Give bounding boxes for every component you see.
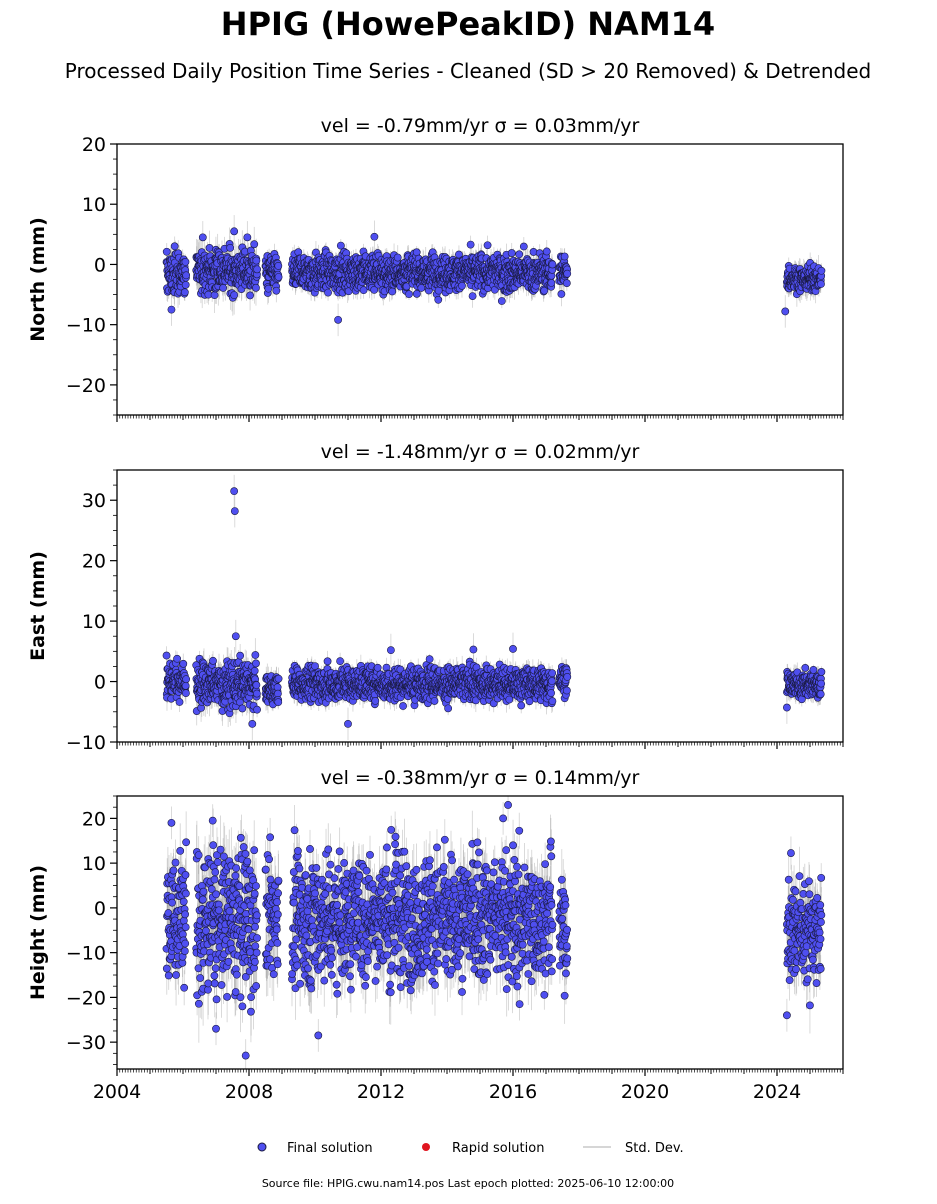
panel-title: vel = -1.48mm/yr σ = 0.02mm/yr [321, 441, 640, 463]
data-point [231, 228, 238, 235]
final-solution-points [163, 228, 825, 324]
data-point [818, 267, 825, 274]
data-point [498, 297, 505, 304]
data-point [405, 291, 412, 298]
data-point [561, 253, 568, 260]
data-point [199, 234, 206, 241]
data-point [564, 270, 571, 277]
panel-north: vel = -0.79mm/yr σ = 0.03mm/yr North (mm)… [27, 115, 843, 422]
data-point [458, 282, 465, 289]
data-point [389, 288, 396, 295]
y-tick-label: 0 [94, 254, 106, 276]
data-point [543, 248, 550, 255]
data-point [549, 261, 556, 268]
data-point [251, 241, 258, 248]
data-point [469, 292, 476, 299]
data-point [252, 284, 259, 291]
data-point [324, 289, 331, 296]
y-tick-label: 20 [82, 134, 106, 156]
y-tick-label: 10 [82, 194, 106, 216]
data-point [206, 244, 213, 251]
data-point [163, 248, 170, 255]
data-point [253, 257, 260, 264]
data-point [171, 243, 178, 250]
data-point [182, 258, 189, 265]
data-point [418, 284, 425, 291]
data-point [558, 290, 565, 297]
data-point [435, 287, 442, 294]
figure-subtitle: Processed Daily Position Time Series - C… [65, 59, 871, 83]
data-point [520, 243, 527, 250]
data-point [817, 280, 824, 287]
data-point [435, 296, 442, 303]
y-axis-label: East (mm) [27, 551, 49, 661]
data-point [508, 249, 515, 256]
panel-title: vel = -0.79mm/yr σ = 0.03mm/yr [321, 115, 640, 137]
y-axis-label: North (mm) [27, 217, 49, 342]
data-point [467, 241, 474, 248]
data-point [220, 284, 227, 291]
figure-title: HPIG (HowePeakID) NAM14 [221, 5, 715, 43]
y-tick-label: −10 [66, 315, 106, 337]
data-point [182, 281, 189, 288]
data-point [244, 234, 251, 241]
data-point [394, 254, 401, 261]
y-tick-label: −20 [66, 375, 106, 397]
data-point [211, 292, 218, 299]
panels: vel = -0.79mm/yr σ = 0.03mm/yr North (mm)… [27, 115, 843, 1103]
data-point [563, 280, 570, 287]
data-point [548, 279, 555, 286]
data-point [246, 292, 253, 299]
data-point [254, 266, 261, 273]
data-point [484, 242, 491, 249]
data-point [231, 292, 238, 299]
data-point [227, 244, 234, 251]
data-point [275, 262, 282, 269]
data-point [335, 316, 342, 323]
data-point [181, 289, 188, 296]
data-point [168, 306, 175, 313]
data-point [516, 251, 523, 258]
data-point [183, 272, 190, 279]
data-point [275, 273, 282, 280]
data-point [371, 233, 378, 240]
data-point [265, 285, 272, 292]
data-point [413, 290, 420, 297]
data-point [782, 308, 789, 315]
data-point [273, 287, 280, 294]
data-point [413, 249, 420, 256]
